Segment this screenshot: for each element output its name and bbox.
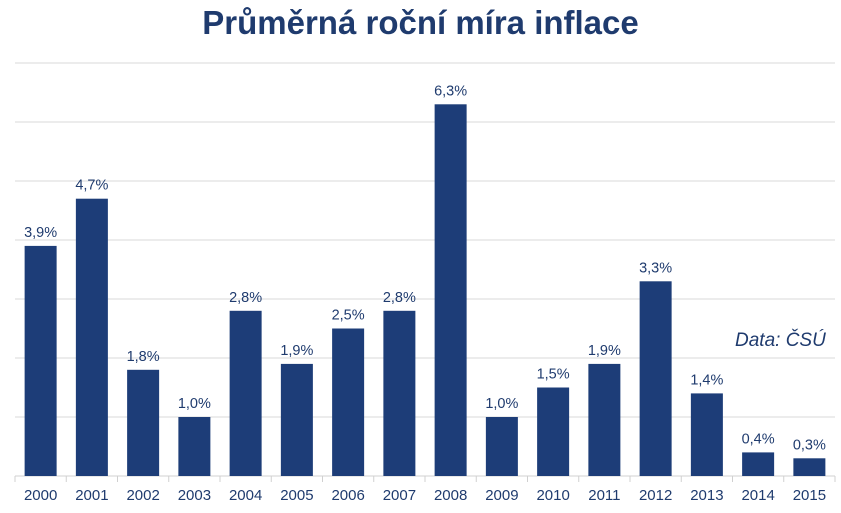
data-label-2013: 1,4% [690, 372, 723, 388]
data-label-2007: 2,8% [383, 290, 416, 306]
data-label-2006: 2,5% [332, 308, 365, 324]
data-label-2005: 1,9% [280, 343, 313, 359]
x-tick-label-2008: 2008 [434, 487, 467, 504]
bar-2002 [127, 369, 160, 476]
x-tick-label-2013: 2013 [690, 487, 723, 504]
bar-2008 [434, 104, 467, 477]
data-label-2000: 3,9% [24, 225, 57, 241]
data-label-2015: 0,3% [793, 437, 826, 453]
bar-2014 [742, 452, 775, 476]
x-tick-label-2003: 2003 [178, 487, 211, 504]
x-tick-label-2011: 2011 [588, 487, 620, 504]
x-tick-label-2002: 2002 [126, 487, 159, 504]
bar-2015 [793, 458, 826, 476]
chart-title: Průměrná roční míra inflace [202, 4, 639, 41]
data-label-2001: 4,7% [75, 178, 108, 194]
x-tick-label-2000: 2000 [24, 487, 57, 504]
bar-2007 [383, 310, 416, 476]
data-source-note: Data: ČSÚ [735, 330, 826, 351]
data-label-2002: 1,8% [127, 349, 160, 365]
data-label-2014: 0,4% [742, 431, 775, 447]
x-tick-label-2004: 2004 [229, 487, 262, 504]
x-tick-label-2007: 2007 [383, 487, 416, 504]
x-tick-label-2006: 2006 [331, 487, 364, 504]
bar-2000 [24, 245, 57, 476]
x-tick-label-2005: 2005 [280, 487, 313, 504]
data-label-2004: 2,8% [229, 290, 262, 306]
x-tick-label-2010: 2010 [536, 487, 569, 504]
bar-2009 [485, 417, 518, 476]
x-tick-label-2015: 2015 [793, 487, 826, 504]
data-label-2011: 1,9% [588, 343, 621, 359]
data-label-2012: 3,3% [639, 260, 672, 276]
bar-2001 [75, 198, 108, 476]
x-tick-label-2001: 2001 [75, 487, 108, 504]
x-tick-label-2012: 2012 [639, 487, 672, 504]
bar-2004 [229, 310, 262, 476]
bar-2013 [690, 393, 723, 476]
bar-2005 [280, 363, 313, 476]
bar-2012 [639, 281, 672, 476]
data-label-2010: 1,5% [537, 367, 570, 383]
data-label-2003: 1,0% [178, 396, 211, 412]
x-tick-label-2009: 2009 [485, 487, 518, 504]
x-tick-label-2014: 2014 [741, 487, 774, 504]
bar-2003 [178, 417, 211, 476]
bar-2010 [537, 387, 570, 476]
bar-2011 [588, 363, 621, 476]
data-label-2009: 1,0% [485, 396, 518, 412]
data-label-2008: 6,3% [434, 83, 467, 99]
bar-2006 [332, 328, 365, 476]
